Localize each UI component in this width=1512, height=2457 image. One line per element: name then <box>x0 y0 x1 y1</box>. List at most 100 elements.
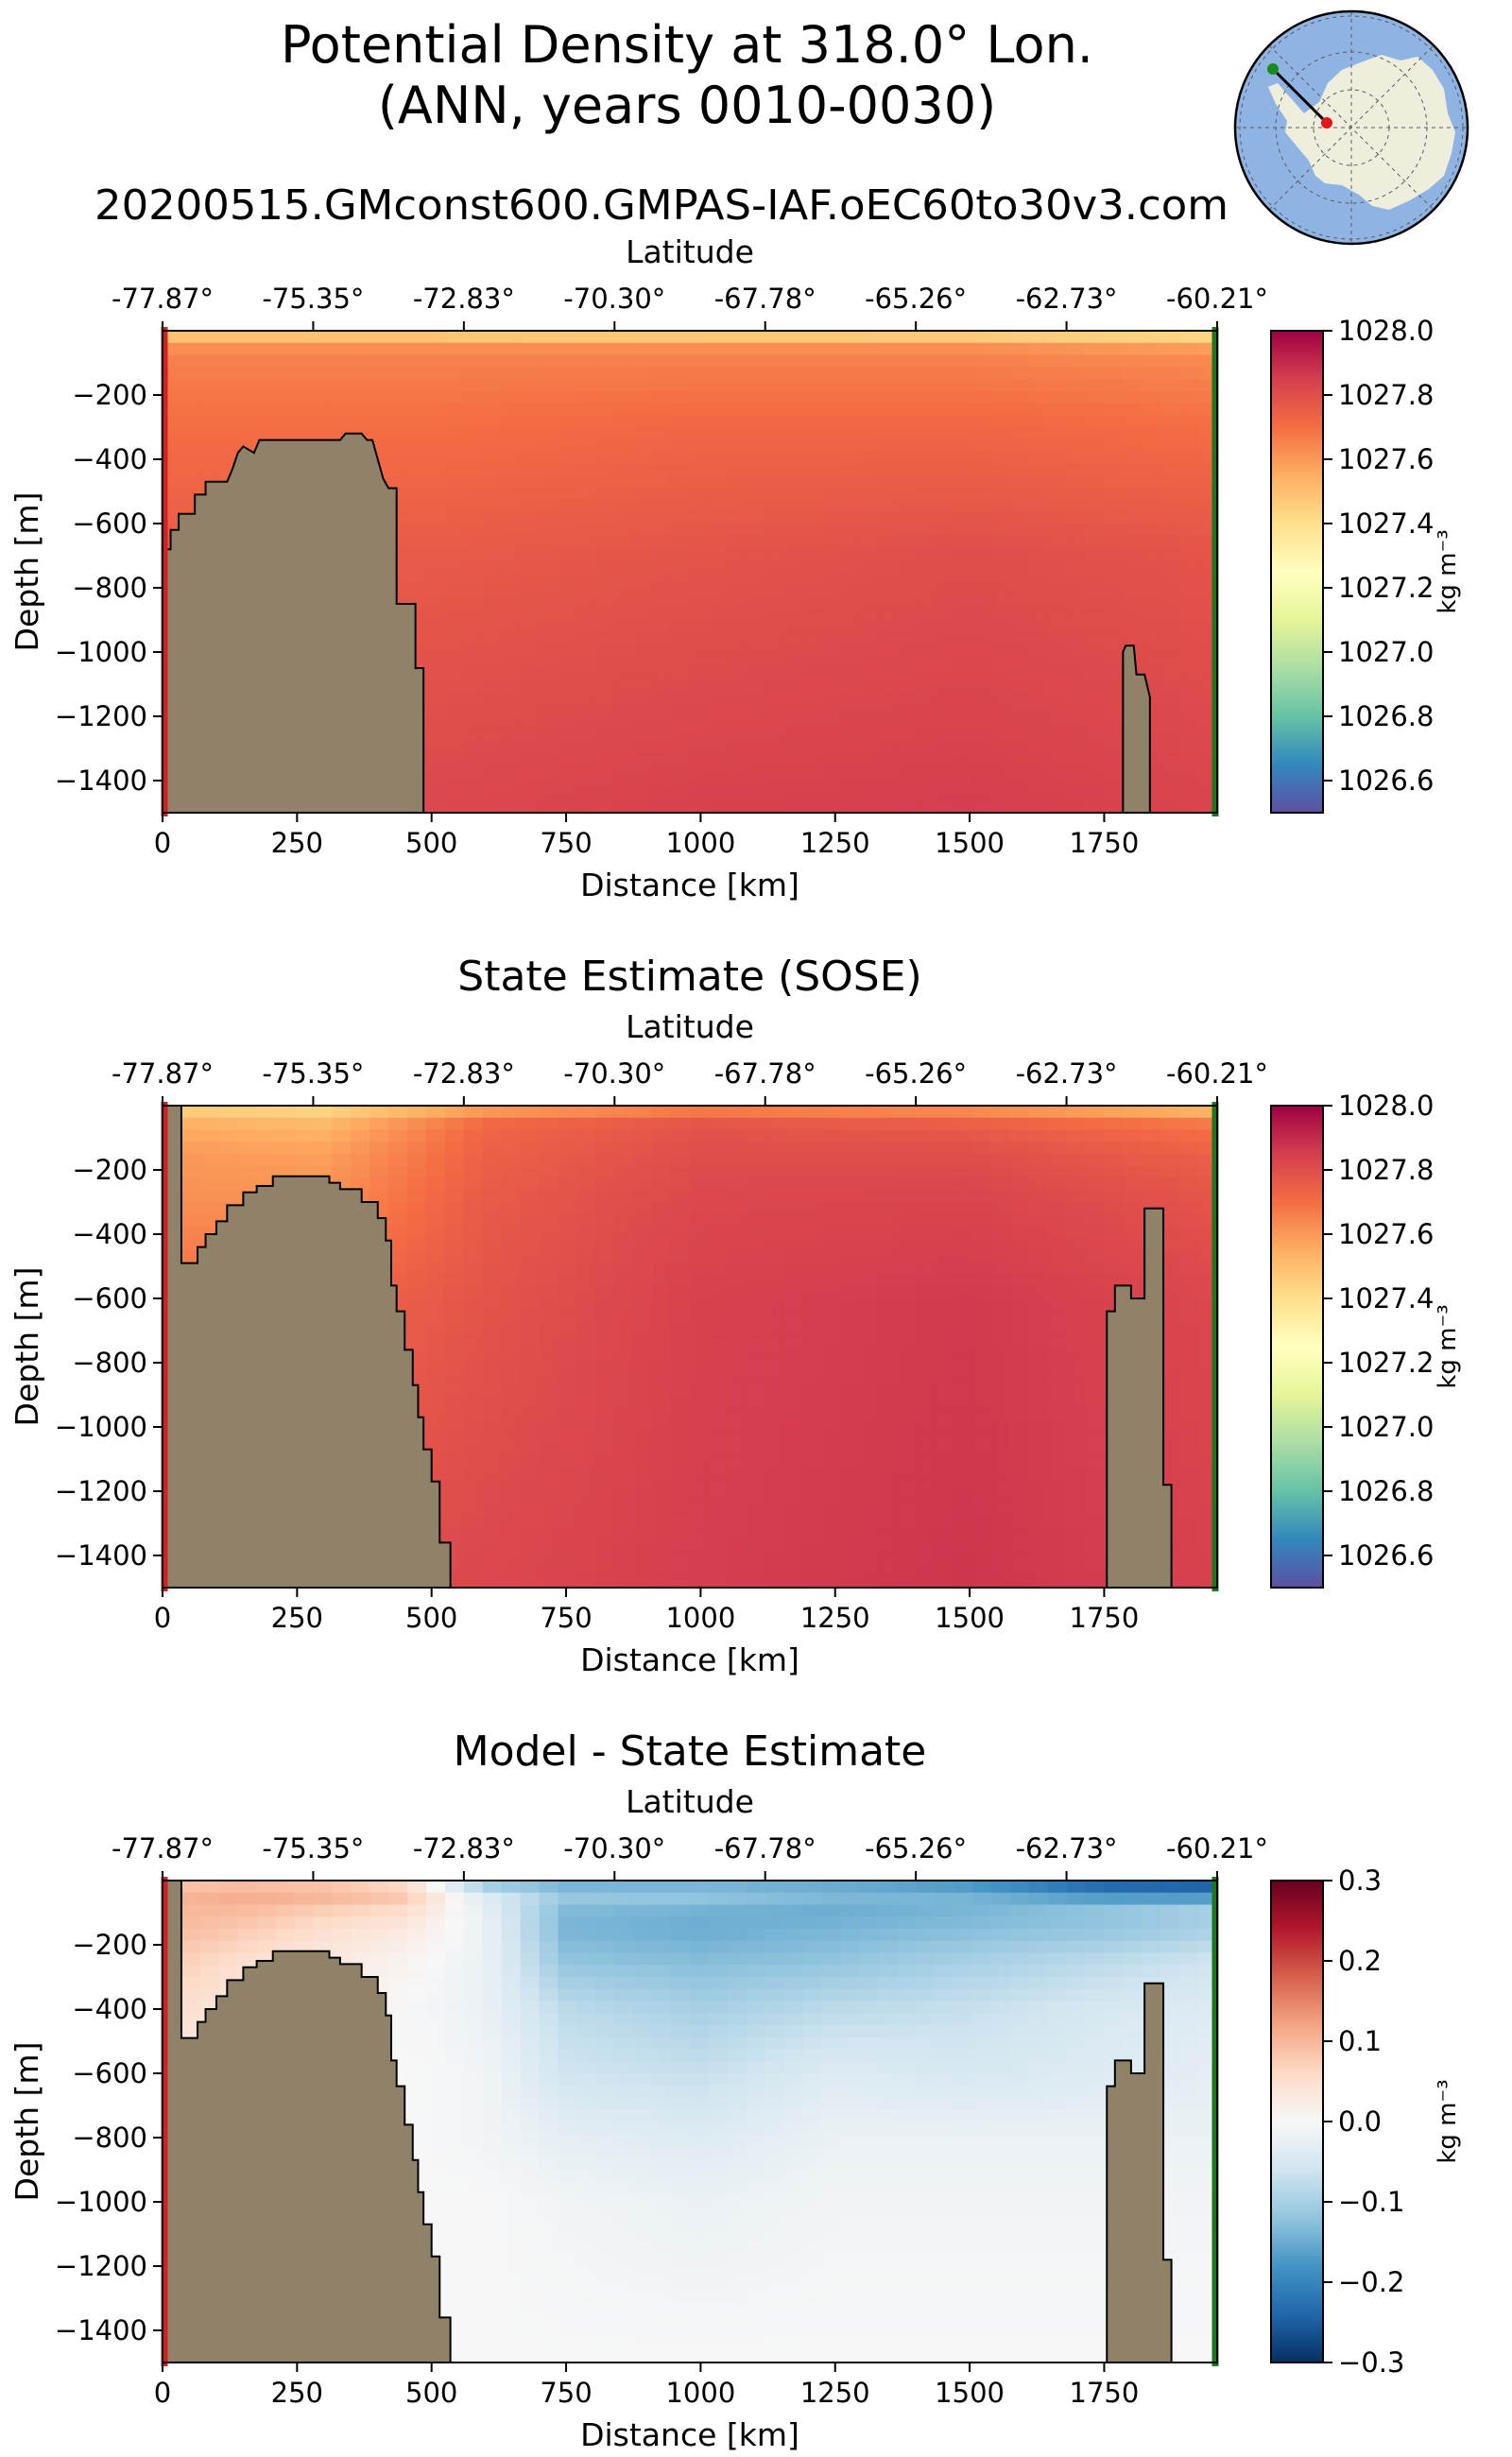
heatmap-cell <box>614 1298 634 1312</box>
heatmap-cell <box>954 547 973 560</box>
heatmap-cell <box>275 1165 296 1179</box>
heatmap-cell <box>935 403 954 416</box>
heatmap-cell <box>1047 1298 1068 1312</box>
heatmap-cell <box>482 800 503 814</box>
heatmap-cell <box>501 354 522 368</box>
heatmap-cell <box>463 559 484 573</box>
heatmap-cell <box>783 1563 804 1576</box>
heatmap-cell <box>954 1527 973 1540</box>
heatmap-cell <box>652 1322 672 1335</box>
heatmap-cell <box>595 1106 615 1119</box>
heatmap-cell <box>708 1418 729 1432</box>
heatmap-cell <box>576 1358 596 1372</box>
heatmap-cell <box>1142 463 1161 476</box>
heatmap-cell <box>275 427 296 440</box>
heatmap-cell <box>1009 1165 1030 1179</box>
heatmap-cell <box>444 1129 465 1143</box>
heatmap-cell <box>520 788 541 801</box>
antarctica-landmass <box>1268 55 1455 210</box>
heatmap-cell <box>916 1515 936 1528</box>
heatmap-cell <box>1047 1563 1068 1576</box>
heatmap-cell <box>765 1443 785 1456</box>
heatmap-cell <box>727 595 747 609</box>
heatmap-cell <box>746 800 766 814</box>
heatmap-cell <box>916 644 936 657</box>
heatmap-cell <box>614 1454 634 1469</box>
heatmap-cell <box>369 403 389 416</box>
heatmap-cell <box>935 438 954 453</box>
heatmap-cell <box>821 1454 842 1469</box>
heatmap-cell <box>690 1406 710 1420</box>
heatmap-cell <box>199 1117 220 1131</box>
heatmap-cell <box>821 1165 842 1179</box>
heatmap-cell <box>708 752 729 765</box>
heatmap-cell <box>539 740 559 753</box>
heatmap-cell <box>520 1443 541 1456</box>
heatmap-cell <box>746 1563 766 1576</box>
heatmap-cell <box>313 1929 333 1942</box>
heatmap-cell <box>1142 390 1161 404</box>
heatmap-cell <box>463 427 484 440</box>
heatmap-cell <box>576 679 596 694</box>
heatmap-cell <box>1104 379 1124 392</box>
top-tick-label: -62.73° <box>1016 1057 1118 1090</box>
heatmap-cell <box>463 415 484 428</box>
heatmap-cell <box>897 752 917 765</box>
heatmap-cell <box>614 1418 634 1432</box>
heatmap-cell <box>501 427 522 440</box>
heatmap-cell <box>463 1539 484 1553</box>
heatmap-cell <box>614 1575 634 1589</box>
heatmap-cell <box>180 1940 201 1954</box>
heatmap-cell <box>558 1286 578 1299</box>
heatmap-cell <box>369 342 389 356</box>
heatmap-cell <box>1066 475 1087 489</box>
x-tick-label: 1500 <box>935 1602 1005 1634</box>
heatmap-cell <box>971 1286 992 1299</box>
heatmap-cell <box>690 1358 710 1372</box>
heatmap-cell <box>971 1539 992 1553</box>
heatmap-cell <box>558 415 578 428</box>
heatmap-cell <box>633 704 653 717</box>
heatmap-cell <box>652 1347 672 1360</box>
heatmap-cell <box>1142 1129 1161 1143</box>
heatmap-cell <box>690 752 710 765</box>
heatmap-cell <box>1028 765 1049 778</box>
heatmap-cell <box>1047 583 1068 597</box>
heatmap-cell <box>821 415 842 428</box>
heatmap-cell <box>633 1431 653 1444</box>
heatmap-cell <box>558 1563 578 1576</box>
heatmap-cell <box>935 427 954 440</box>
heatmap-cell <box>614 1334 634 1348</box>
heatmap-cell <box>897 572 917 585</box>
heatmap-cell <box>539 1479 559 1492</box>
heatmap-cell <box>971 1515 992 1528</box>
heatmap-cell <box>916 1431 936 1444</box>
heatmap-cell <box>821 1334 842 1348</box>
heatmap-cell <box>935 475 954 489</box>
heatmap-cell <box>727 379 747 392</box>
heatmap-cell <box>1028 776 1049 790</box>
heatmap-cell <box>954 692 973 705</box>
heatmap-cell <box>294 1154 315 1167</box>
heatmap-cell <box>746 692 766 705</box>
heatmap-cell <box>576 668 596 681</box>
heatmap-cell <box>275 1929 296 1942</box>
heatmap-cell <box>256 1106 277 1119</box>
heatmap-cell <box>426 1226 446 1239</box>
heatmap-cell <box>294 1129 315 1143</box>
heatmap-cell <box>1160 1443 1180 1456</box>
heatmap-cell <box>671 716 691 730</box>
heatmap-cell <box>614 692 634 705</box>
heatmap-cell <box>313 1165 333 1179</box>
heatmap-cell <box>916 1165 936 1179</box>
heatmap-cell <box>1123 438 1143 453</box>
heatmap-cell <box>501 1298 522 1312</box>
heatmap-cell <box>576 704 596 717</box>
heatmap-cell <box>1047 1334 1068 1348</box>
heatmap-cell <box>971 1322 992 1335</box>
heatmap-cell <box>783 487 804 501</box>
heatmap-cell <box>765 1129 785 1143</box>
heatmap-cell <box>1104 331 1124 344</box>
heatmap-cell <box>614 620 634 633</box>
